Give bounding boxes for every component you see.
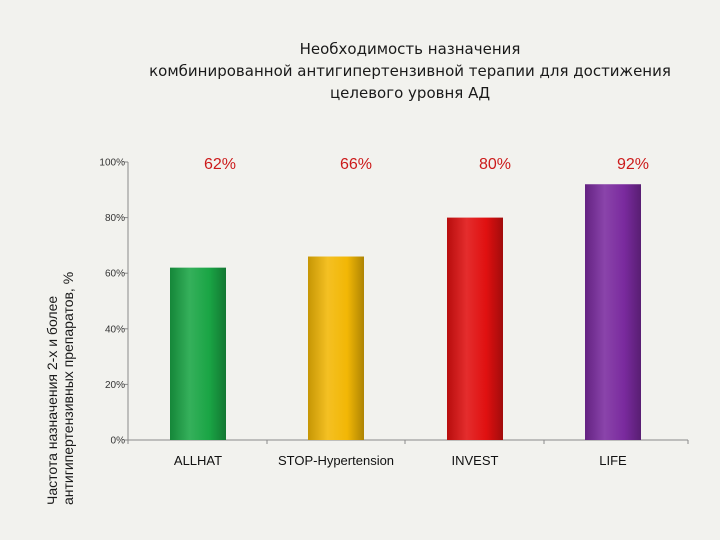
y-tick-label: 20% bbox=[105, 380, 125, 391]
bar-invest bbox=[447, 217, 503, 440]
chart-title-line-2: комбинированной антигипертензивной терап… bbox=[149, 62, 671, 80]
x-category-label: INVEST bbox=[452, 453, 499, 468]
x-category-label: LIFE bbox=[599, 453, 627, 468]
data-label: 62% bbox=[204, 156, 236, 173]
y-tick-label: 100% bbox=[99, 158, 125, 169]
chart-labels: ALLHAT 62% STOP-Hypertension 66% INVEST 80% LI… bbox=[174, 156, 649, 468]
data-label: 92% bbox=[617, 156, 649, 173]
chart-title-line-1: Необходимость назначения bbox=[299, 40, 521, 58]
chart-bars bbox=[170, 184, 641, 440]
bar-life bbox=[585, 184, 641, 440]
y-tick-label: 40% bbox=[105, 324, 125, 335]
y-tick-label: 0% bbox=[111, 436, 126, 447]
x-category-label: ALLHAT bbox=[174, 453, 222, 468]
chart-title-line-3: целевого уровня АД bbox=[329, 84, 491, 102]
y-tick-label: 80% bbox=[105, 213, 125, 224]
data-label: 66% bbox=[340, 156, 372, 173]
x-category-label: STOP-Hypertension bbox=[278, 453, 394, 468]
y-tick-label: 60% bbox=[105, 269, 125, 280]
bar-stop-hypertension bbox=[308, 256, 364, 440]
bar-allhat bbox=[170, 267, 226, 440]
data-label: 80% bbox=[479, 156, 511, 173]
